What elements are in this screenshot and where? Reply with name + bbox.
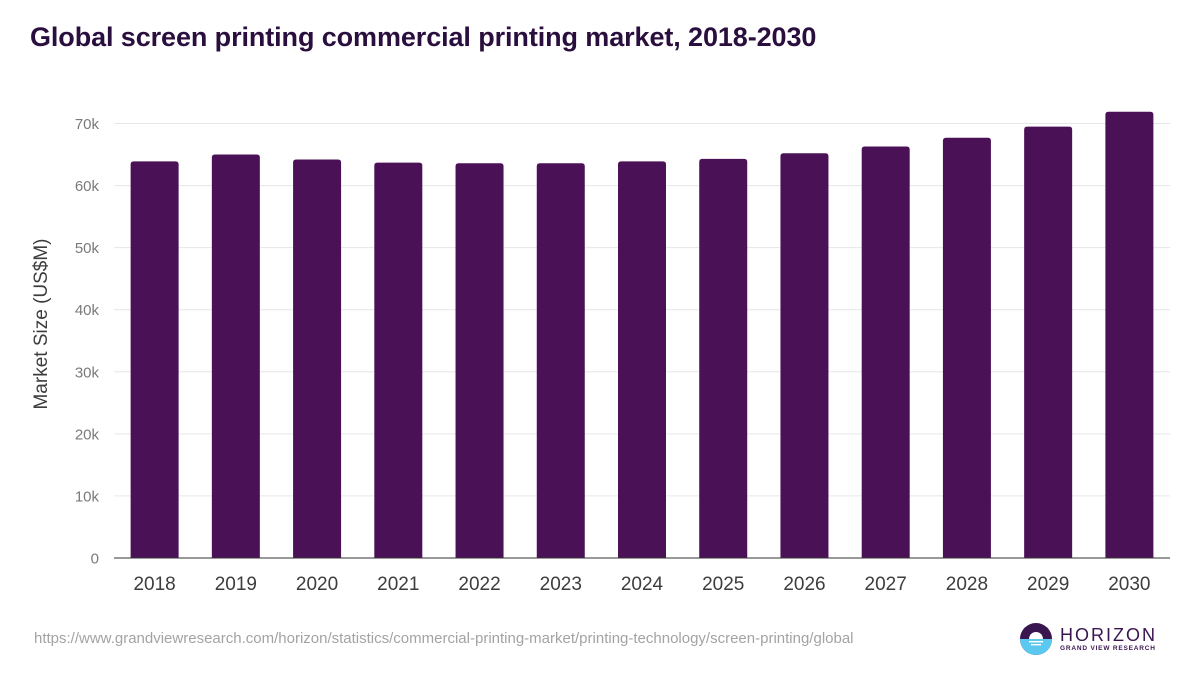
bar-2023[interactable] (536, 163, 585, 558)
bar-2019[interactable] (211, 154, 260, 559)
y-tick-label: 30k (75, 364, 100, 381)
horizon-sun-icon (1020, 623, 1052, 655)
x-tick-label: 2030 (1108, 574, 1150, 595)
y-tick-label: 60k (75, 178, 100, 195)
bar-2025[interactable] (699, 158, 748, 558)
x-tick-label: 2026 (783, 574, 825, 595)
x-tick-label: 2028 (946, 574, 988, 595)
bar-2029[interactable] (1024, 126, 1073, 558)
bar-2026[interactable] (780, 153, 829, 558)
y-tick-label: 50k (75, 240, 100, 257)
bar-2020[interactable] (293, 159, 342, 558)
y-tick-label: 0 (91, 551, 99, 568)
y-axis-ticks: 0 10k 20k 30k 40k 50k 60k 70k (75, 116, 100, 568)
x-tick-label: 2023 (540, 574, 582, 595)
bar-2030[interactable] (1105, 111, 1154, 559)
y-tick-label: 40k (75, 302, 100, 319)
bar-2021[interactable] (374, 162, 423, 559)
bars (130, 111, 1154, 559)
source-url[interactable]: https://www.grandviewresearch.com/horizo… (34, 630, 854, 647)
chart-title: Global screen printing commercial printi… (30, 22, 817, 52)
x-tick-label: 2021 (377, 574, 419, 595)
bar-2027[interactable] (861, 146, 910, 558)
x-tick-label: 2019 (215, 574, 257, 595)
horizon-logo[interactable]: HORIZON GRAND VIEW RESEARCH (1019, 622, 1157, 656)
logo-subtitle: GRAND VIEW RESEARCH (1060, 644, 1156, 652)
x-axis-ticks: 2018 2019 2020 2021 2022 2023 2024 2025 2026 2027… (133, 574, 1150, 595)
bar-2022[interactable] (455, 163, 504, 558)
x-tick-label: 2024 (621, 574, 664, 595)
logo-name: HORIZON (1060, 624, 1157, 645)
y-tick-label: 10k (75, 488, 100, 505)
x-tick-label: 2018 (133, 574, 175, 595)
bar-2024[interactable] (618, 161, 666, 558)
x-tick-label: 2025 (702, 574, 744, 595)
y-axis-label: Market Size (US$M) (31, 238, 52, 409)
y-tick-label: 70k (75, 116, 100, 133)
bar-2018[interactable] (130, 161, 179, 558)
x-tick-label: 2022 (458, 574, 500, 595)
x-tick-label: 2029 (1027, 574, 1069, 595)
y-tick-label: 20k (75, 426, 100, 443)
bar-2028[interactable] (942, 137, 991, 558)
x-tick-label: 2020 (296, 574, 338, 595)
x-tick-label: 2027 (865, 574, 907, 595)
